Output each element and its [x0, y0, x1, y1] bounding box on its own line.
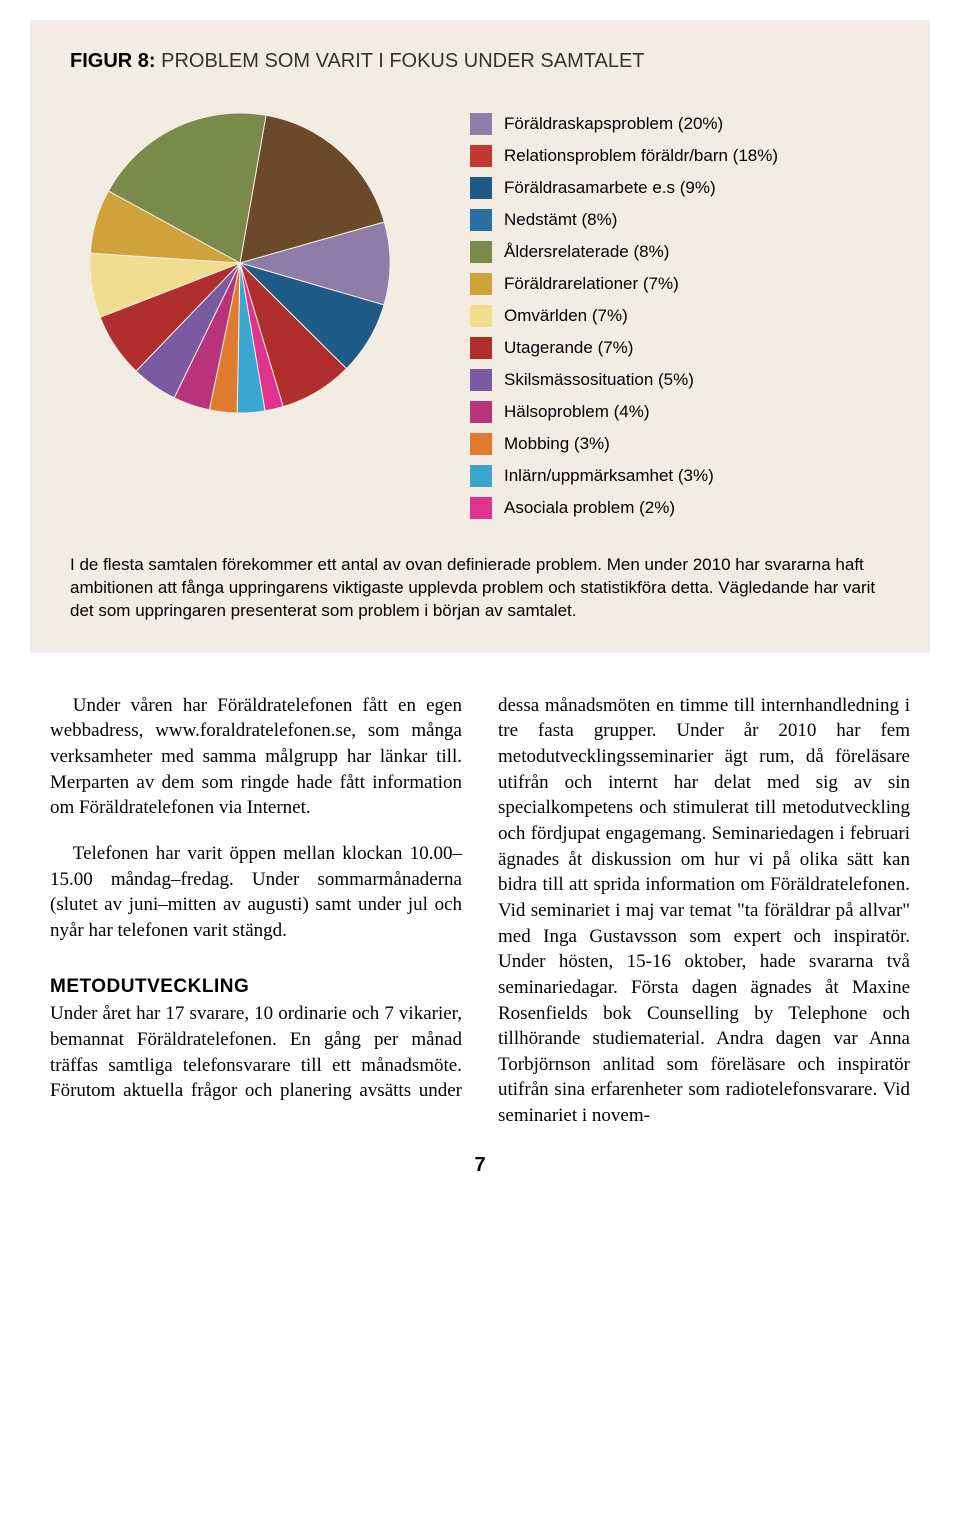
legend-swatch [470, 113, 492, 135]
legend-swatch [470, 401, 492, 423]
legend-label: Mobbing (3%) [504, 434, 610, 454]
legend-label: Föräldrarelationer (7%) [504, 274, 679, 294]
chart-row: Föräldraskapsproblem (20%) Relationsprobl… [70, 103, 890, 519]
section-heading: METODUTVECKLING [50, 974, 462, 1000]
legend-label: Asociala problem (2%) [504, 498, 675, 518]
legend-item: Skilsmässosituation (5%) [470, 369, 890, 391]
legend-item: Åldersrelaterade (8%) [470, 241, 890, 263]
legend-item: Föräldrasamarbete e.s (9%) [470, 177, 890, 199]
legend-swatch [470, 145, 492, 167]
figure-box: FIGUR 8: PROBLEM SOM VARIT I FOKUS UNDER… [30, 20, 930, 653]
figure-label-rest: PROBLEM SOM VARIT I FOKUS UNDER SAMTALET [156, 50, 645, 72]
figure-caption: I de flesta samtalen förekommer ett anta… [70, 554, 890, 623]
legend-label: Åldersrelaterade (8%) [504, 242, 669, 262]
legend-item: Utagerande (7%) [470, 337, 890, 359]
legend-label: Föräldrasamarbete e.s (9%) [504, 178, 716, 198]
legend-swatch [470, 177, 492, 199]
legend-swatch [470, 465, 492, 487]
body-text: Under våren har Föräldratelefonen fått e… [0, 683, 960, 1129]
legend-label: Föräldraskapsproblem (20%) [504, 114, 723, 134]
legend-item: Föräldrarelationer (7%) [470, 273, 890, 295]
legend-item: Relationsproblem föräldr/barn (18%) [470, 145, 890, 167]
legend-label: Nedstämt (8%) [504, 210, 617, 230]
paragraph: Under våren har Föräldratelefonen fått e… [50, 693, 462, 821]
legend-label: Hälsoproblem (4%) [504, 402, 650, 422]
legend-item: Asociala problem (2%) [470, 497, 890, 519]
legend-swatch [470, 209, 492, 231]
legend-label: Relationsproblem föräldr/barn (18%) [504, 146, 778, 166]
legend-label: Utagerande (7%) [504, 338, 633, 358]
legend-swatch [470, 273, 492, 295]
page-number: 7 [0, 1129, 960, 1197]
legend-item: Nedstämt (8%) [470, 209, 890, 231]
legend-swatch [470, 337, 492, 359]
legend-item: Mobbing (3%) [470, 433, 890, 455]
legend-swatch [470, 305, 492, 327]
pie-chart [70, 103, 410, 423]
legend-swatch [470, 241, 492, 263]
legend-swatch [470, 497, 492, 519]
legend-label: Skilsmässosituation (5%) [504, 370, 694, 390]
legend-item: Inlärn/uppmärksamhet (3%) [470, 465, 890, 487]
legend: Föräldraskapsproblem (20%) Relationsprobl… [470, 103, 890, 519]
legend-item: Omvärlden (7%) [470, 305, 890, 327]
legend-label: Inlärn/uppmärksamhet (3%) [504, 466, 714, 486]
figure-label-bold: FIGUR 8: [70, 50, 156, 72]
legend-item: Föräldraskapsproblem (20%) [470, 113, 890, 135]
legend-label: Omvärlden (7%) [504, 306, 628, 326]
paragraph: Telefonen har varit öppen mellan klockan… [50, 841, 462, 944]
legend-swatch [470, 369, 492, 391]
legend-item: Hälsoproblem (4%) [470, 401, 890, 423]
figure-title: FIGUR 8: PROBLEM SOM VARIT I FOKUS UNDER… [70, 50, 890, 73]
legend-swatch [470, 433, 492, 455]
